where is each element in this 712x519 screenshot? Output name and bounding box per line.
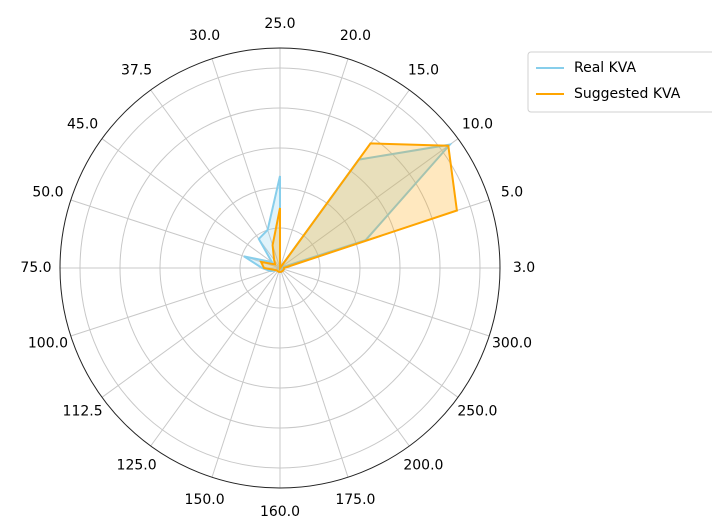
grid-spoke [70, 267, 281, 337]
grid-spoke [279, 267, 349, 478]
category-label: 125.0 [117, 457, 157, 473]
grid-spoke [279, 267, 459, 398]
category-label: 160.0 [260, 504, 300, 519]
grid-spoke [211, 267, 281, 478]
category-label: 100.0 [28, 335, 68, 351]
category-label: 45.0 [67, 117, 98, 133]
grid-spoke [101, 267, 281, 398]
grid-spoke [279, 267, 410, 447]
category-label: 15.0 [408, 63, 439, 79]
category-label: 20.0 [340, 28, 371, 44]
series-line [259, 142, 459, 274]
category-label: 50.0 [32, 185, 63, 201]
category-label: 112.5 [63, 403, 103, 419]
category-label: 200.0 [403, 457, 443, 473]
category-label: 25.0 [264, 16, 295, 32]
grid-spoke [211, 58, 281, 269]
category-label: 300.0 [492, 335, 532, 351]
category-label: 37.5 [121, 63, 152, 79]
category-label: 3.0 [513, 260, 535, 276]
category-label: 175.0 [335, 492, 375, 508]
series-area [261, 143, 457, 272]
legend-label: Real KVA [574, 60, 636, 76]
category-label: 30.0 [189, 28, 220, 44]
category-label: 5.0 [501, 185, 523, 201]
legend-label: Suggested KVA [574, 86, 681, 102]
legend-box [527, 51, 712, 113]
category-label: 150.0 [185, 492, 225, 508]
grid-spoke [279, 58, 349, 269]
grid-spoke [101, 138, 281, 269]
grid-spoke [279, 138, 459, 269]
category-label: 10.0 [462, 117, 493, 133]
category-label: 75.0 [20, 260, 51, 276]
outer-frame [59, 47, 501, 489]
series-area [243, 144, 450, 272]
grid-spoke [150, 267, 281, 447]
grid-spoke [279, 267, 490, 337]
category-label: 250.0 [457, 403, 497, 419]
